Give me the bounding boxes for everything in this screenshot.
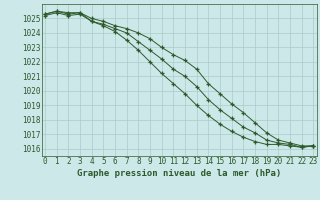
- X-axis label: Graphe pression niveau de la mer (hPa): Graphe pression niveau de la mer (hPa): [77, 169, 281, 178]
